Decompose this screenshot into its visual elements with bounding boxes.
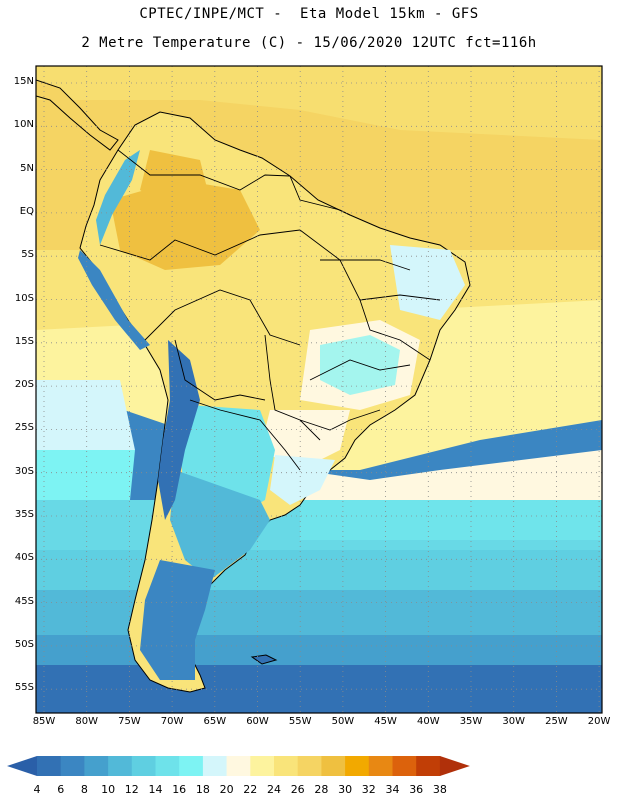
latitude-label: 5N — [20, 162, 34, 174]
field-warm-north — [140, 150, 210, 210]
ocean-band-14 — [36, 550, 602, 590]
latitude-label: 40S — [14, 552, 34, 564]
map-frame — [35, 65, 603, 714]
colorbar-swatch — [226, 756, 251, 776]
colorbar-label: 4 — [33, 783, 41, 796]
falkland-islands — [250, 654, 278, 665]
colorbar-label: 18 — [195, 783, 210, 796]
colorbar-swatch — [274, 756, 299, 776]
map-field — [36, 66, 602, 713]
ocean-band-pacific-cool — [36, 380, 135, 450]
colorbar-swatch — [84, 756, 109, 776]
chart-title-line1: CPTEC/INPE/MCT - Eta Model 15km - GFS — [139, 6, 479, 22]
colorbar-label: 26 — [290, 783, 305, 796]
colorbar-label: 8 — [80, 783, 88, 796]
colorbar-swatch — [321, 756, 346, 776]
colorbar-label: 34 — [385, 783, 400, 796]
field-argentina-mid — [170, 470, 270, 580]
colorbar-label: 16 — [172, 783, 187, 796]
colorbar-label: 6 — [57, 783, 65, 796]
longitude-label: 30W — [502, 716, 525, 727]
colorbar-label: 36 — [409, 783, 424, 796]
longitude-label: 75W — [118, 716, 141, 727]
colorbar-swatch — [250, 756, 275, 776]
field-cyan-brazil — [320, 335, 400, 395]
longitude-label: 55W — [288, 716, 312, 727]
longitude-label: 60W — [246, 716, 269, 727]
latitude-label: 10N — [13, 119, 34, 131]
colorbar-swatch — [392, 756, 417, 776]
colorbar-swatch — [179, 756, 204, 776]
longitude-label: 85W — [32, 716, 56, 727]
latitude-label: 45S — [14, 595, 34, 607]
latitude-label: 15N — [13, 76, 34, 87]
colorbar-swatch — [108, 756, 133, 776]
field-peru-coast — [78, 250, 150, 350]
longitude-label: 65W — [203, 716, 227, 727]
colorbar-swatch — [297, 756, 322, 776]
longitude-label: 35W — [459, 716, 483, 727]
colorbar-swatch — [37, 756, 62, 776]
latitude-label: 10S — [14, 292, 34, 304]
longitude-label: 80W — [75, 716, 98, 727]
colorbar-label: 32 — [361, 783, 376, 796]
latitude-label: 35S — [14, 509, 34, 520]
latitude-label: 5S — [21, 249, 34, 261]
colorbar-label: 28 — [314, 783, 329, 796]
field-pale-south — [260, 410, 350, 470]
ocean-band-12 — [36, 590, 602, 635]
colorbar-low-arrow — [7, 756, 37, 776]
colorbar-label: 22 — [243, 783, 258, 796]
ocean-band-16 — [36, 500, 602, 550]
colorbar-label: 38 — [432, 783, 447, 796]
chart-title-line2: 2 Metre Temperature (C) - 15/06/2020 12U… — [81, 35, 537, 51]
colorbar-label: 20 — [219, 783, 234, 796]
colorbar-label: 14 — [148, 783, 163, 796]
colorbar-swatch — [131, 756, 156, 776]
latitude-label: EQ — [19, 205, 34, 217]
latitude-label: 15S — [14, 335, 34, 347]
colorbar-swatch — [155, 756, 180, 776]
field-andes-north — [96, 150, 140, 245]
colorbar-swatch — [368, 756, 393, 776]
latitude-label: 30S — [14, 465, 34, 477]
central-america — [36, 79, 119, 151]
colorbar-swatch — [60, 756, 85, 776]
latitude-label: 50S — [14, 638, 34, 650]
field-pale-northeast — [390, 245, 465, 320]
longitude-label: 50W — [331, 716, 355, 727]
country-borders — [99, 149, 441, 471]
field-patagonia — [140, 560, 215, 680]
longitude-label: 25W — [545, 716, 568, 727]
colorbar-label: 12 — [124, 783, 139, 796]
colorbar-swatch — [416, 756, 441, 776]
longitude-label: 40W — [416, 716, 440, 727]
colorbar-label: 10 — [101, 783, 116, 796]
latitude-label: 20S — [14, 379, 34, 391]
ocean-band-10 — [36, 635, 602, 665]
latitude-label: 55S — [14, 682, 34, 694]
ocean-band-warm-north — [36, 66, 602, 140]
longitude-label: 45W — [374, 716, 397, 727]
colorbar-swatch — [345, 756, 370, 776]
latitude-label: 25S — [14, 422, 34, 434]
longitude-label: 20W — [587, 716, 611, 727]
colorbar-swatch — [202, 756, 228, 776]
field-warm-amazon — [110, 180, 260, 270]
field-south-brazil — [270, 455, 335, 505]
colorbar-label: 30 — [338, 783, 353, 796]
ocean-band-8 — [36, 665, 602, 713]
field-andes-cold — [158, 340, 200, 520]
color-bar — [7, 756, 470, 776]
longitude-label: 70W — [160, 716, 184, 727]
colorbar-high-arrow — [439, 756, 470, 776]
colorbar-label: 24 — [267, 783, 281, 796]
